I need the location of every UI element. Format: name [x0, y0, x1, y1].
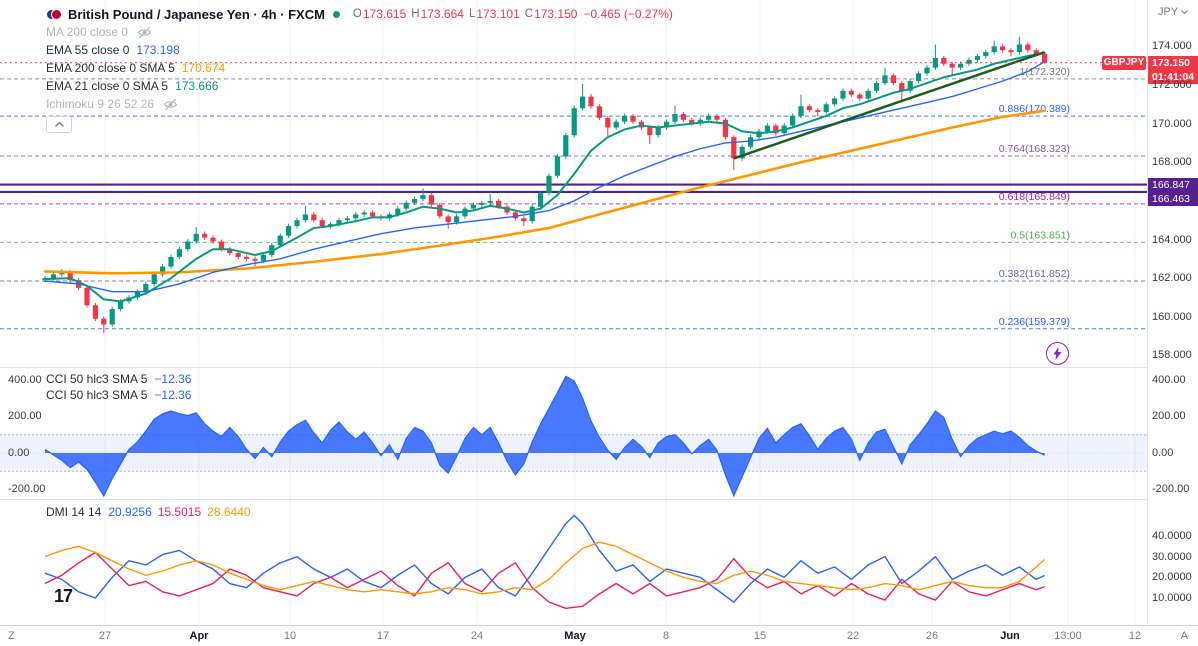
symbol-title-row[interactable]: British Pound / Japanese Yen · 4h · FXCM…	[46, 5, 673, 23]
cci-value: −12.36	[154, 372, 192, 386]
axis-label: 0.00	[1152, 446, 1174, 459]
cci-left-axis: 400.00 200.00 0.00 -200.00	[0, 368, 46, 500]
lightning-trade-button[interactable]	[1046, 342, 1069, 365]
time-axis-label: 15	[753, 630, 767, 642]
axis-label: 164.000	[1152, 233, 1192, 246]
dmi-legend-row[interactable]: DMI 14 14 20.9256 15.5015 28.6440	[46, 505, 251, 519]
svg-text:0.886(170.389): 0.886(170.389)	[999, 103, 1070, 115]
time-axis-label: Apr	[189, 630, 209, 642]
change-value: −0.465 (−0.27%)	[583, 7, 673, 21]
cci-pane-chart[interactable]	[0, 368, 1147, 500]
dmi-pane-chart[interactable]	[0, 500, 1147, 625]
currency-selector[interactable]: JPY	[1158, 6, 1189, 18]
time-axis-label: 13:00	[1054, 630, 1082, 642]
axis-label: 200.00	[1152, 410, 1186, 423]
time-axis-label: Jun	[1000, 630, 1020, 642]
time-axis-label: 10	[283, 630, 297, 642]
bar-countdown-badge: 01:41:04	[1148, 69, 1198, 84]
axis-label: 170.000	[1152, 117, 1192, 130]
svg-text:0.764(168.323): 0.764(168.323)	[999, 143, 1070, 155]
pane-separator[interactable]	[0, 367, 1147, 368]
axis-label: 400.00	[1152, 373, 1186, 386]
last-price-badge: 173.150	[1148, 55, 1198, 70]
time-axis[interactable]: Z A 27 Apr 10 17 24 May 8 15 22 26 Jun 13:00 12	[0, 625, 1198, 646]
pane-separator[interactable]	[0, 499, 1147, 500]
market-status-icon[interactable]	[332, 10, 340, 18]
symbol-logo-icon	[46, 8, 63, 21]
eye-off-icon[interactable]	[137, 26, 152, 39]
main-legend: British Pound / Japanese Yen · 4h · FXCM…	[46, 5, 673, 133]
ohlc-close-value: 173.150	[534, 7, 578, 21]
dmi-legend: DMI 14 14 20.9256 15.5015 28.6440	[46, 503, 257, 521]
dmi-adx-value: 28.6440	[207, 505, 251, 519]
ema21-value: 173.666	[175, 79, 219, 93]
time-axis-label: 22	[846, 630, 860, 642]
svg-text:0.382(161.852): 0.382(161.852)	[999, 268, 1070, 280]
price-pane-chart[interactable]: 1(172.320)0.886(170.389)0.764(168.323)0.…	[0, 0, 1147, 368]
price-axis[interactable]: JPY 173.150 01:41:04 174.000 172.000 170.0…	[1147, 0, 1198, 625]
symbol-title[interactable]: British Pound / Japanese Yen · 4h · FXCM	[68, 6, 325, 22]
tradingview-logo[interactable]: 17	[54, 586, 73, 606]
ohlc-low-value: 173.101	[476, 7, 520, 21]
time-axis-label: 24	[470, 630, 484, 642]
cci-value: −12.36	[154, 388, 192, 402]
axis-label: 158.000	[1152, 349, 1192, 362]
ema200-value: 170.674	[181, 61, 226, 75]
axis-settings-button[interactable]: A	[1180, 630, 1188, 642]
axis-label: 10.0000	[1152, 592, 1192, 604]
dmi-minus-di-value: 15.5015	[157, 505, 202, 519]
axis-label: 30.0000	[1152, 550, 1192, 563]
cci-legend-row[interactable]: CCI 50 hlc3 SMA 5 −12.36	[46, 372, 192, 386]
axis-label: 0.00	[8, 446, 30, 459]
eye-off-icon[interactable]	[163, 98, 178, 111]
currency-label: JPY	[1158, 6, 1179, 18]
chevron-down-icon	[1181, 10, 1189, 14]
ohlc-high-value: 173.664	[420, 7, 464, 21]
ohlc-close-label: C	[524, 8, 534, 20]
ema55-value: 173.198	[136, 43, 180, 57]
legend-row-ema200[interactable]: EMA 200 close 0 SMA 5 170.674	[46, 61, 226, 75]
axis-label: 162.000	[1152, 272, 1192, 285]
legend-row-ichimoku[interactable]: Ichimoku 9 26 52 26	[46, 95, 673, 113]
time-axis-label: 12	[1128, 630, 1142, 642]
ohlc-low-label: L	[468, 8, 476, 20]
time-axis-label: 26	[925, 630, 939, 642]
axis-label: -200.00	[1152, 483, 1190, 496]
cci-legend-row[interactable]: CCI 50 hlc3 SMA 5 −12.36	[46, 388, 192, 402]
cci-legend: CCI 50 hlc3 SMA 5 −12.36 CCI 50 hlc3 SMA…	[46, 371, 197, 403]
axis-label: -200.00	[8, 483, 46, 496]
collapse-legend-button[interactable]	[46, 116, 72, 133]
level-price-badge: 166.847	[1148, 177, 1198, 192]
ohlc-open-label: O	[352, 8, 362, 20]
legend-row-ma200[interactable]: MA 200 close 0	[46, 23, 673, 41]
time-axis-label: May	[564, 630, 586, 642]
axis-label: 20.0000	[1152, 571, 1192, 584]
symbol-name-badge: GBPJPY	[1102, 55, 1146, 70]
timezone-button[interactable]: Z	[8, 630, 15, 642]
ohlc-open-value: 173.615	[362, 7, 407, 21]
axis-label: 174.000	[1152, 40, 1192, 53]
time-axis-label: 17	[376, 630, 390, 642]
axis-label: 172.000	[1152, 78, 1192, 91]
level-price-badge: 166.463	[1148, 191, 1198, 206]
axis-label: 40.0000	[1152, 529, 1192, 542]
dmi-plus-di-value: 20.9256	[108, 505, 152, 519]
time-axis-label: 8	[662, 630, 670, 642]
legend-row-ema55[interactable]: EMA 55 close 0 173.198	[46, 43, 180, 57]
ohlc-high-label: H	[411, 8, 420, 20]
svg-text:0.618(165.849): 0.618(165.849)	[999, 191, 1070, 203]
lightning-icon	[1053, 347, 1062, 360]
time-axis-label: 27	[98, 630, 112, 642]
axis-label: 400.00	[8, 373, 42, 386]
axis-label: 200.00	[8, 410, 42, 423]
svg-text:0.236(159.379): 0.236(159.379)	[999, 316, 1070, 328]
axis-label: 160.000	[1152, 310, 1192, 323]
svg-text:0.5(163.851): 0.5(163.851)	[1010, 229, 1070, 241]
axis-label: 168.000	[1152, 156, 1192, 169]
legend-row-ema21[interactable]: EMA 21 close 0 SMA 5 173.666	[46, 79, 219, 93]
